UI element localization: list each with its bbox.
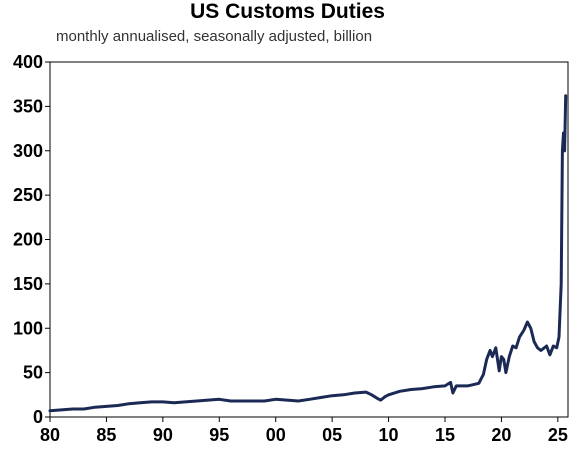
y-axis: 0 50 100 150 200 250 300 350 400 bbox=[13, 52, 50, 427]
y-tick-label: 0 bbox=[33, 407, 43, 427]
chart-subtitle: monthly annualised, seasonally adjusted,… bbox=[56, 28, 373, 45]
x-tick-label: 20 bbox=[491, 425, 511, 445]
y-tick-label: 50 bbox=[23, 363, 43, 383]
y-tick-label: 200 bbox=[13, 230, 43, 250]
x-tick-label: 90 bbox=[153, 425, 173, 445]
y-tick-label: 100 bbox=[13, 318, 43, 338]
y-tick-label: 150 bbox=[13, 274, 43, 294]
x-tick-label: 10 bbox=[379, 425, 399, 445]
plot-frame bbox=[49, 61, 569, 418]
y-tick-label: 250 bbox=[13, 185, 43, 205]
y-tick-label: 350 bbox=[13, 96, 43, 116]
y-tick-label: 400 bbox=[13, 52, 43, 72]
x-tick-label: 15 bbox=[435, 425, 455, 445]
x-tick-label: 00 bbox=[266, 425, 286, 445]
chart-title: US Customs Duties bbox=[190, 0, 385, 23]
y-tick-label: 300 bbox=[13, 141, 43, 161]
x-axis: 80 85 90 95 00 05 10 15 20 25 bbox=[40, 417, 568, 445]
series-line bbox=[48, 94, 568, 413]
x-tick-label: 25 bbox=[548, 425, 568, 445]
x-tick-label: 95 bbox=[209, 425, 229, 445]
x-tick-label: 05 bbox=[322, 425, 342, 445]
x-tick-label: 85 bbox=[96, 425, 116, 445]
x-tick-label: 80 bbox=[40, 425, 60, 445]
